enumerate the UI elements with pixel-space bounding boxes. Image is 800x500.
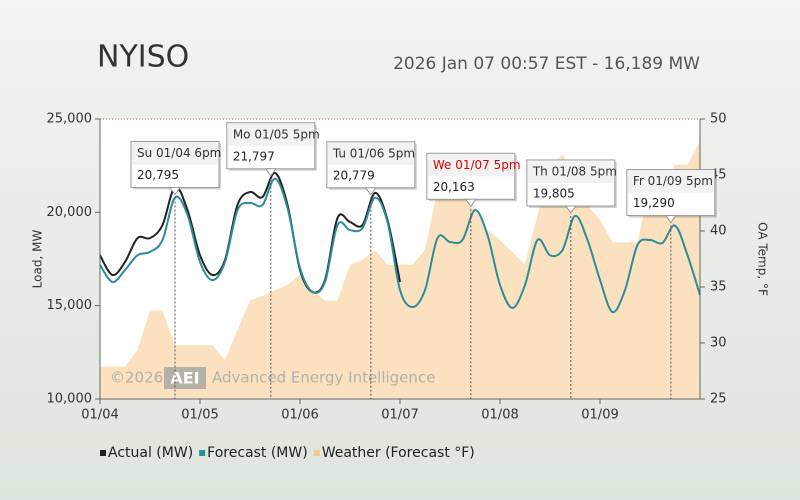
y-axis-label: Load, MW (31, 230, 45, 289)
x-tick-label: 01/08 (481, 408, 518, 423)
annotation-label: Th 01/08 5pm (532, 164, 617, 178)
legend-label: Forecast (MW) (207, 445, 308, 461)
annotation-value: 21,797 (233, 149, 275, 163)
annotation-value: 19,290 (633, 196, 675, 210)
chart-subtitle: 2026 Jan 07 00:57 EST - 16,189 MW (393, 54, 700, 74)
chart-title: NYISO (97, 40, 189, 75)
annotation: Th 01/08 5pm 19,805 (526, 159, 617, 214)
y2-tick-label: 50 (710, 112, 727, 127)
annotation: Mo 01/05 5pm 21,797 (226, 122, 320, 177)
watermark-logo: AEI (170, 369, 199, 388)
watermark-year: ©2026 (110, 369, 163, 387)
annotation-value: 20,779 (333, 168, 375, 182)
annotation-label: We 01/07 5pm (433, 158, 521, 172)
watermark-logo-box (164, 367, 206, 389)
y-tick-label: 15,000 (47, 298, 93, 313)
x-tick-label: 01/09 (581, 408, 618, 423)
annotation: Tu 01/06 5pm 20,779 (326, 141, 417, 196)
annotation-pointer (264, 168, 277, 177)
y2-tick-label: 25 (710, 392, 727, 407)
y-tick-label: 20,000 (47, 205, 93, 220)
watermark-text: Advanced Energy Intelligence (212, 369, 435, 387)
y2-tick-label: 40 (710, 224, 727, 239)
annotation-value: 20,795 (137, 168, 179, 182)
y-tick-label: 10,000 (47, 392, 93, 407)
y-tick-label: 25,000 (47, 112, 93, 127)
annotation-pointer (169, 186, 181, 196)
annotation-label: Fr 01/09 5pm (633, 174, 713, 188)
legend-label: Actual (MW) (108, 445, 193, 461)
legend-swatch (313, 450, 320, 456)
annotation-label: Su 01/04 6pm (137, 146, 221, 160)
legend-swatch (100, 450, 106, 456)
series-line (99, 177, 701, 314)
annotation-value: 20,163 (433, 180, 475, 194)
x-tick-label: 01/07 (381, 408, 418, 423)
annotation-header (227, 123, 314, 146)
annotation: Fr 01/09 5pm 19,290 (626, 169, 717, 224)
series-line (99, 171, 401, 294)
annotation-header (132, 142, 218, 165)
legend-swatch (199, 450, 206, 456)
annotation-header (527, 160, 614, 183)
x-tick-label: 01/04 (81, 408, 118, 423)
x-tick-label: 01/05 (181, 408, 218, 423)
annotation-pointer (464, 198, 477, 208)
annotation-pointer (564, 205, 577, 214)
annotation-value: 19,805 (533, 186, 575, 200)
annotation-label: Mo 01/05 5pm (233, 127, 320, 141)
annotation-header (427, 154, 514, 177)
annotation: We 01/07 5pm 20,163 (426, 152, 521, 208)
annotation-pointer (664, 215, 677, 224)
annotation: Su 01/04 6pm 20,795 (130, 140, 221, 196)
annotation-label: Tu 01/06 5pm (332, 146, 415, 160)
legend-label: Weather (Forecast °F) (322, 445, 475, 461)
x-tick-label: 01/06 (281, 408, 318, 423)
y2-axis-label: OA Temp, °F (756, 222, 770, 296)
y2-tick-label: 30 (710, 336, 727, 351)
annotation-pointer (364, 187, 377, 196)
annotation-header (627, 170, 714, 193)
y2-tick-label: 35 (710, 280, 727, 295)
annotation-header (327, 142, 414, 165)
